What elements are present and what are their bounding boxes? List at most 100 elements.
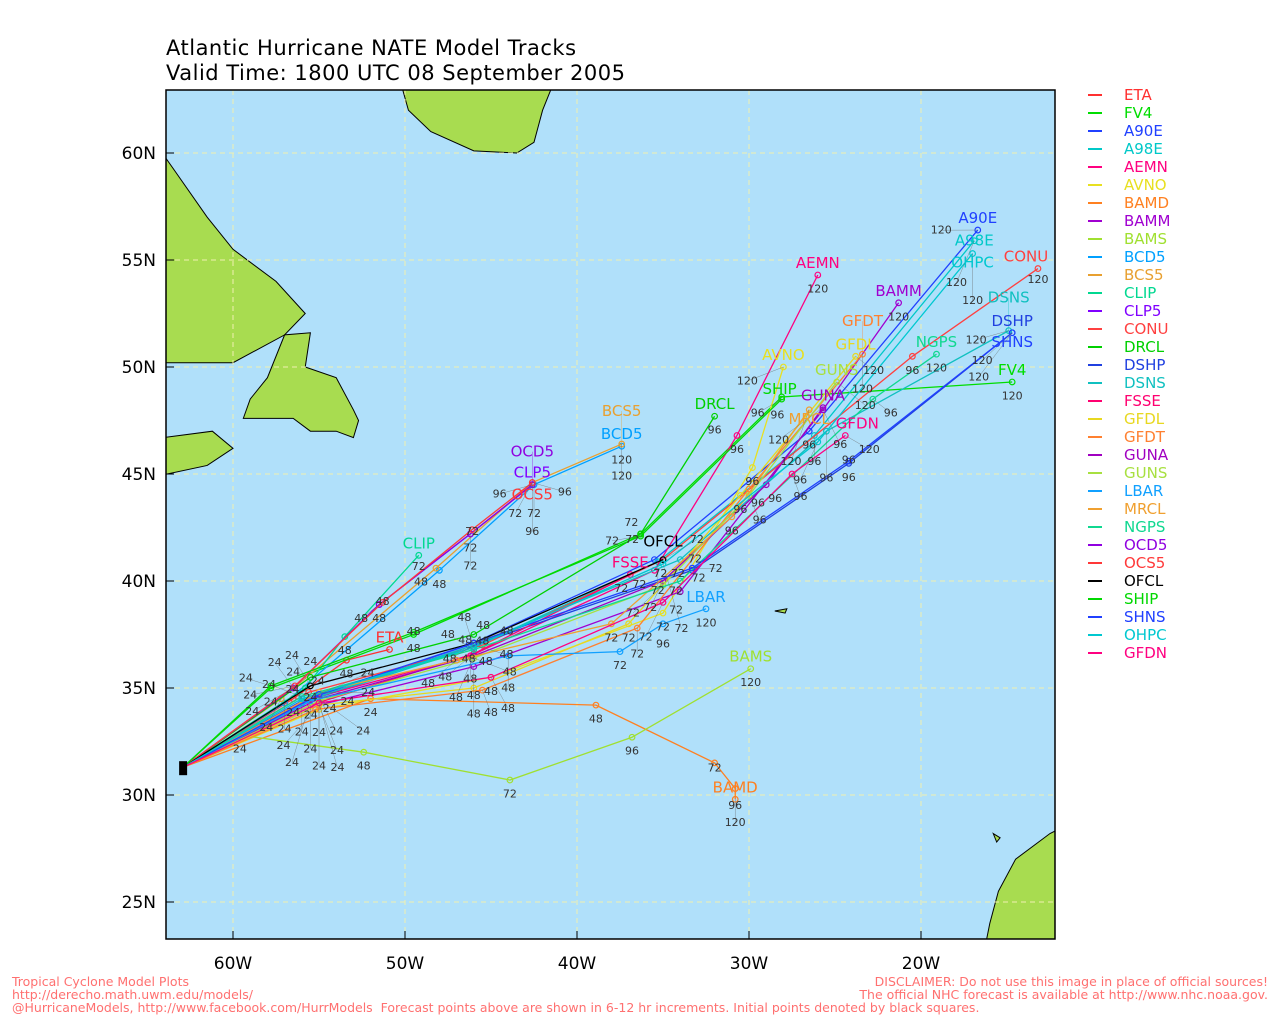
legend-label: GUNA	[1124, 446, 1169, 464]
forecast-hour-label: 120	[781, 455, 802, 468]
forecast-point	[778, 395, 786, 403]
legend-swatch	[1088, 472, 1102, 474]
forecast-hour-label: 72	[688, 552, 702, 565]
legend-label: BAMS	[1124, 230, 1168, 248]
legend-swatch	[1088, 220, 1102, 222]
forecast-hour-label: 24	[285, 756, 299, 769]
y-tick-label: 40N	[122, 572, 156, 592]
forecast-hour-label: 24	[233, 743, 247, 756]
label-leader-line	[473, 644, 507, 655]
legend-item: DSHP	[1088, 356, 1170, 374]
x-tick-label: 30W	[730, 954, 769, 974]
forecast-hour-label: 24	[286, 666, 300, 679]
legend-item: AVNO	[1088, 176, 1170, 194]
forecast-point	[453, 656, 461, 664]
forecast-hour-label: 24	[361, 686, 375, 699]
forecast-hour-label: 48	[479, 655, 493, 668]
legend-label: CONU	[1124, 320, 1169, 338]
forecast-hour-label: 72	[669, 584, 683, 597]
labrador-land	[166, 157, 306, 364]
forecast-hour-label: 48	[441, 628, 455, 641]
forecast-point	[749, 464, 756, 471]
forecast-hour-label: 72	[675, 622, 689, 635]
newfoundland-land	[242, 332, 360, 439]
y-tick-label: 30N	[122, 786, 156, 806]
track-end-label: GUNS	[815, 361, 858, 379]
label-leader-line	[662, 539, 698, 560]
forecast-hour-label: 24	[356, 725, 370, 738]
legend-label: LBAR	[1124, 482, 1164, 500]
forecast-point	[814, 271, 822, 279]
legend-swatch	[1088, 202, 1102, 204]
footer-line: Tropical Cyclone Model Plots	[12, 974, 189, 989]
label-leader-line	[464, 617, 475, 648]
legend-swatch	[1088, 598, 1102, 600]
forecast-point	[415, 551, 423, 559]
forecast-hour-label: 48	[449, 691, 463, 704]
legend-item: SHIP	[1088, 590, 1170, 608]
x-tick-label: 40W	[558, 954, 597, 974]
y-tick-label: 25N	[122, 893, 156, 913]
y-tick-label: 55N	[122, 251, 156, 271]
nova-scotia-land	[166, 430, 234, 475]
forecast-hour-label: 72	[604, 631, 618, 644]
label-leader-line	[981, 332, 1013, 361]
forecast-hour-label: 72	[651, 584, 665, 597]
forecast-hour-label: 96	[794, 490, 808, 503]
forecast-hour-label: 48	[407, 625, 421, 638]
track-end-label: DRCL	[695, 395, 736, 413]
forecast-hour-label: 24	[311, 674, 325, 687]
forecast-hour-label: 120	[1028, 273, 1049, 286]
forecast-hour-label: 48	[467, 689, 481, 702]
label-leader-line	[532, 482, 566, 493]
legend-label: BCD5	[1124, 248, 1166, 266]
legend-item: SHNS	[1088, 608, 1170, 626]
forecast-hour-label: 24	[330, 744, 344, 757]
legend-label: BCS5	[1124, 266, 1164, 284]
legend-swatch	[1088, 364, 1102, 366]
forecast-point	[470, 639, 478, 647]
forecast-hour-label: 96	[819, 472, 833, 485]
forecast-hour-label: 120	[740, 676, 761, 689]
legend-swatch	[1088, 184, 1102, 186]
forecast-point	[659, 560, 667, 568]
label-leader-line	[791, 473, 801, 497]
label-leader-line	[692, 567, 716, 569]
forecast-point	[833, 378, 841, 386]
forecast-hour-label: 120	[855, 399, 876, 412]
forecast-hour-label: 96	[728, 799, 742, 812]
forecast-point	[468, 526, 476, 534]
forecast-hour-label: 48	[340, 668, 354, 681]
disclaimer: DISCLAIMER: Do not use this image in pla…	[874, 974, 1268, 989]
forecast-hour-label: 24	[312, 759, 326, 772]
track-end-label: SHIP	[762, 380, 796, 398]
forecast-point	[379, 599, 387, 606]
forecast-hour-label: 72	[630, 648, 644, 661]
forecast-hour-label: 96	[802, 439, 816, 452]
track-end-label: BAMD	[713, 778, 758, 796]
forecast-hour-label: 72	[653, 567, 667, 580]
legend-label: GUNS	[1124, 464, 1168, 482]
track-end-label: CLIP	[403, 534, 435, 552]
forecast-hour-label: 48	[432, 578, 446, 591]
forecast-point	[628, 733, 636, 741]
label-leader-line	[318, 696, 348, 702]
forecast-hour-label: 72	[669, 603, 683, 616]
legend-item: CLIP	[1088, 284, 1170, 302]
track-end-label: GFDL	[836, 335, 877, 353]
track-line	[182, 559, 664, 768]
legend-label: OCD5	[1124, 536, 1168, 554]
forecast-point	[909, 352, 916, 360]
forecast-hour-label: 96	[751, 497, 765, 510]
forecast-hour-label: 24	[303, 655, 317, 668]
forecast-point	[841, 432, 849, 439]
forecast-hour-label: 24	[268, 656, 282, 669]
track-line	[182, 229, 979, 768]
forecast-hour-label: 120	[807, 283, 828, 296]
forecast-point	[728, 513, 736, 521]
legend-item: CONU	[1088, 320, 1170, 338]
forecast-point	[592, 701, 600, 709]
label-leader-line	[252, 687, 294, 712]
forecast-point	[970, 237, 978, 245]
legend-swatch	[1088, 112, 1102, 114]
